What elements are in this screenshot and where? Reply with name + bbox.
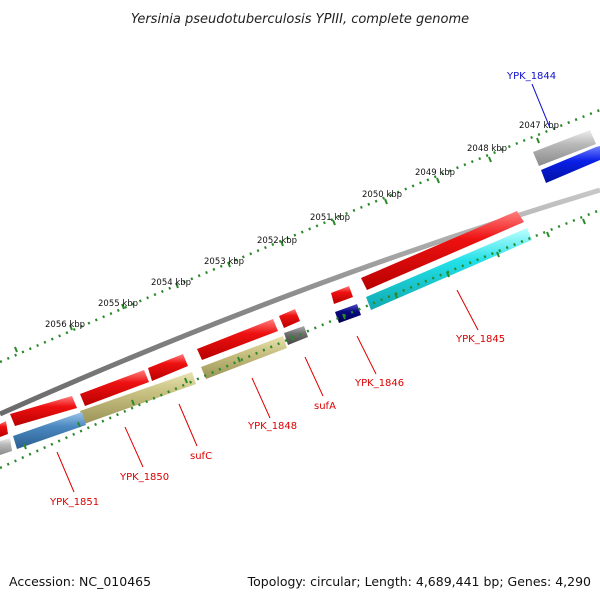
tick-label: 2048 kbp — [467, 144, 507, 154]
outer-tick-2049 — [436, 177, 440, 184]
feature-ypk-1851[interactable] — [10, 396, 77, 426]
leader-ypk-1844 — [531, 83, 551, 129]
inner-ruler — [0, 208, 600, 470]
gene-label-ypk-1845[interactable]: YPK_1845 — [455, 334, 505, 345]
leader-sufa — [304, 356, 324, 397]
outer-tick-2056 — [69, 324, 73, 331]
tick-label: 2054 kbp — [151, 278, 191, 288]
tick-label: 2056 kbp — [45, 320, 85, 330]
track-ypk-1844[interactable] — [541, 146, 600, 183]
outer-tick-2054 — [175, 282, 179, 289]
inner-ruler-dots — [0, 208, 600, 470]
feature-ypk-1844-grey[interactable] — [533, 130, 596, 166]
inner-tick — [342, 313, 346, 320]
inner-tick — [496, 251, 500, 258]
leader-ypk-1851 — [56, 451, 75, 493]
gene-label-sufa[interactable]: sufA — [314, 401, 336, 412]
track-ypk-1848[interactable] — [201, 336, 287, 379]
feature-ypk-1846[interactable] — [331, 286, 353, 304]
inner-tick — [582, 218, 586, 225]
outer-ruler-major-ticks — [14, 137, 540, 353]
outer-tick-2048 — [488, 156, 492, 163]
inner-ruler-major-ticks — [23, 218, 586, 450]
feature-ypk-1848[interactable] — [197, 319, 278, 360]
track-sufa[interactable] — [284, 326, 308, 345]
tick-label: 2052 kbp — [257, 236, 297, 246]
forward-strand-features — [0, 130, 596, 437]
feature-sufc[interactable] — [148, 354, 188, 381]
tick-label: 2053 kbp — [204, 257, 244, 267]
gene-label-ypk-1850[interactable]: YPK_1850 — [119, 472, 169, 483]
outer-tick-2052 — [280, 240, 284, 247]
gene-label-ypk-1844[interactable]: YPK_1844 — [506, 71, 556, 82]
feature-sufa[interactable] — [279, 309, 300, 328]
inner-tick — [290, 334, 294, 341]
tick-label: 2049 kbp — [415, 168, 455, 178]
inner-tick — [446, 271, 450, 278]
track-sufc-ypk-1850[interactable] — [80, 372, 196, 424]
leader-ypk-1850 — [124, 426, 144, 468]
tick-label: 2047 kbp — [519, 121, 559, 131]
gene-label-ypk-1848[interactable]: YPK_1848 — [247, 421, 297, 432]
genome-summary-text: Topology: circular; Length: 4,689,441 bp… — [247, 574, 591, 589]
feature-ypk-1850[interactable] — [80, 370, 149, 406]
feature-type-track — [0, 146, 600, 455]
track-ypk-1851[interactable] — [13, 412, 86, 449]
inner-tick — [131, 399, 135, 406]
outer-tick-2055 — [121, 303, 125, 310]
inner-tick — [23, 443, 27, 450]
feature-left-edge[interactable] — [0, 421, 8, 437]
leader-ypk-1848 — [251, 377, 271, 419]
inner-tick — [237, 356, 241, 363]
feature-ypk-1845[interactable] — [361, 211, 524, 290]
leader-sufc — [178, 403, 198, 447]
gene-label-ypk-1851[interactable]: YPK_1851 — [49, 497, 99, 508]
leader-ypk-1845 — [456, 289, 479, 331]
outer-tick-2053 — [227, 261, 231, 268]
map-title: Yersinia pseudotuberculosis YPIII, compl… — [131, 12, 469, 27]
tick-label: 2050 kbp — [362, 190, 402, 200]
inner-tick — [184, 377, 188, 384]
gene-label-sufc[interactable]: sufC — [190, 451, 212, 462]
outer-tick-2051 — [332, 219, 336, 226]
label-leaders — [56, 83, 551, 493]
gene-label-ypk-1846[interactable]: YPK_1846 — [354, 378, 404, 389]
outer-tick-2047 — [536, 137, 540, 144]
accession-text: Accession: NC_010465 — [9, 574, 151, 589]
tick-labels: 2047 kbp 2048 kbp 2049 kbp 2050 kbp 2051… — [45, 121, 559, 330]
outer-tick-2050 — [384, 198, 388, 205]
inner-tick — [77, 421, 81, 428]
inner-tick — [546, 231, 550, 238]
tick-label: 2055 kbp — [98, 299, 138, 309]
track-ypk-1845[interactable] — [366, 228, 532, 310]
track-left-edge[interactable] — [0, 438, 12, 455]
tick-label: 2051 kbp — [310, 213, 350, 223]
track-ypk-1846[interactable] — [335, 304, 361, 323]
leader-ypk-1846 — [356, 335, 377, 375]
inner-tick — [394, 292, 398, 299]
gene-labels: YPK_1844 YPK_1845 YPK_1846 sufA YPK_1848… — [49, 71, 556, 508]
outer-ruler — [0, 108, 600, 364]
outer-tick-2057 — [14, 346, 18, 353]
